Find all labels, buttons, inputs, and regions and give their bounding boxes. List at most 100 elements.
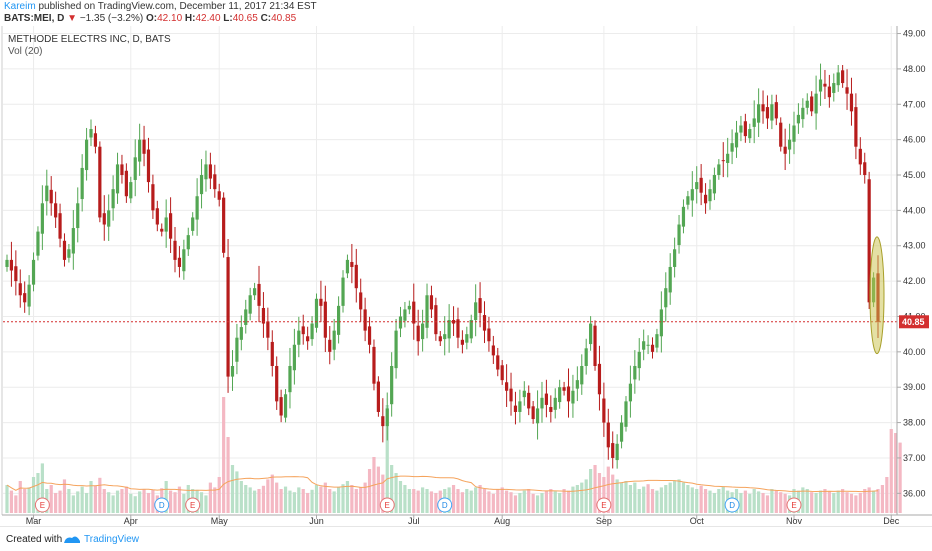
- volume-bar: [142, 489, 146, 513]
- volume-bar: [168, 490, 173, 513]
- dividend-marker-icon[interactable]: [154, 497, 170, 513]
- time-tick-label: Apr: [124, 516, 138, 526]
- candle-body: [425, 295, 429, 328]
- candle-body: [474, 302, 478, 321]
- candle-body: [177, 257, 182, 267]
- candle-body: [186, 235, 190, 250]
- candle-body: [491, 345, 495, 356]
- dividend-marker-icon[interactable]: [724, 497, 740, 513]
- volume-bar: [398, 481, 403, 513]
- volume-bar: [642, 486, 646, 513]
- volume-bar: [199, 492, 204, 513]
- earnings-marker-icon[interactable]: [34, 497, 50, 513]
- volume-bar: [421, 487, 425, 513]
- volume-bar: [226, 437, 230, 513]
- candle-body: [14, 266, 18, 282]
- candle-body: [84, 139, 89, 171]
- candle-body: [496, 355, 500, 370]
- candle-body: [619, 422, 624, 442]
- close-label: C:: [260, 13, 272, 24]
- candle-body: [854, 107, 858, 147]
- event-marker-label: D: [729, 501, 735, 510]
- candle-body: [372, 346, 376, 384]
- volume-bar: [876, 489, 880, 513]
- candle-body: [765, 107, 770, 119]
- tradingview-link[interactable]: TradingView: [84, 534, 140, 545]
- volume-bar: [628, 485, 633, 513]
- volume-bar: [553, 491, 557, 513]
- volume-bar: [880, 485, 885, 513]
- open-value: 42.10: [157, 13, 183, 24]
- candle-body: [279, 397, 283, 416]
- volume-bar: [673, 481, 677, 513]
- candle-body: [244, 309, 248, 325]
- volume-bar: [385, 405, 389, 513]
- price-chart[interactable]: 36.0037.0038.0039.0040.0041.0042.0043.00…: [0, 26, 932, 526]
- candle-body: [509, 388, 513, 402]
- volume-bar: [562, 489, 566, 513]
- candle-body: [482, 315, 487, 331]
- candle-body: [93, 133, 98, 147]
- earnings-marker-icon[interactable]: [379, 497, 395, 513]
- volume-bar: [164, 481, 168, 513]
- volume-bar: [98, 477, 102, 513]
- volume-bar: [403, 485, 407, 513]
- price-tick-label: 43.00: [903, 241, 926, 251]
- candle-body: [155, 208, 159, 225]
- candle-body: [527, 392, 531, 409]
- candle-body: [447, 320, 451, 339]
- candle-body: [288, 365, 292, 393]
- candle-body: [443, 334, 447, 340]
- volume-bar: [500, 487, 504, 513]
- candle-body: [266, 321, 270, 338]
- earnings-marker-icon[interactable]: [596, 497, 612, 513]
- candle-body: [403, 309, 407, 321]
- volume-bar: [482, 489, 487, 513]
- volume-bar: [31, 477, 36, 513]
- volume-bar: [885, 477, 889, 513]
- change-value: −1.35 (−3.2%): [79, 13, 144, 24]
- time-tick-label: Jun: [309, 516, 324, 526]
- candle-body: [385, 408, 389, 427]
- candle-body: [115, 164, 120, 194]
- candle-body: [451, 320, 456, 324]
- candle-body: [261, 307, 266, 324]
- last-price-tag: 40.85: [899, 315, 929, 329]
- candle-body: [845, 87, 849, 94]
- candle-body: [535, 408, 540, 424]
- candle-body: [173, 240, 177, 260]
- volume-bar: [275, 482, 279, 513]
- candle-body: [699, 177, 703, 193]
- volume-bar: [9, 490, 14, 513]
- author-link[interactable]: Kareim: [4, 1, 36, 12]
- candle-body: [301, 326, 305, 335]
- high-value: 42.40: [195, 13, 221, 24]
- time-axis[interactable]: Mar Apr May Jun Jul Aug Sep Oct Nov Dec: [26, 515, 900, 526]
- candle-body: [827, 86, 831, 98]
- volume-bar: [257, 489, 261, 513]
- volume-bar: [332, 491, 336, 513]
- earnings-marker-icon[interactable]: [786, 497, 802, 513]
- candle-body: [739, 125, 743, 133]
- candle-body: [71, 228, 75, 254]
- volume-bar: [138, 491, 142, 513]
- volume-bar: [832, 493, 836, 513]
- candle-body: [734, 132, 739, 148]
- volume-bar: [898, 442, 902, 513]
- dividend-marker-icon[interactable]: [437, 497, 453, 513]
- candle-body: [367, 326, 372, 345]
- earnings-marker-icon[interactable]: [185, 497, 201, 513]
- volume-bar: [668, 482, 672, 513]
- volume-bar: [739, 493, 743, 513]
- candle-body: [438, 336, 442, 342]
- price-tick-label: 42.00: [903, 276, 926, 286]
- event-marker-label: D: [442, 501, 448, 510]
- candle-body: [124, 170, 128, 197]
- candle-body: [429, 295, 434, 310]
- candle-body: [230, 365, 235, 377]
- candle-body: [226, 257, 230, 377]
- candle-body: [801, 107, 805, 120]
- volume-bar: [359, 487, 363, 513]
- candle-body: [487, 328, 491, 342]
- down-arrow-icon: ▼: [67, 13, 78, 24]
